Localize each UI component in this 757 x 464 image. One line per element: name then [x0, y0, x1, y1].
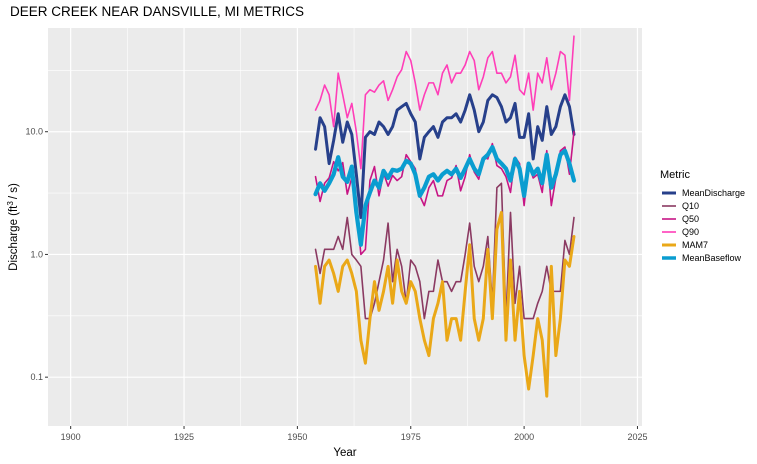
series-line-q90: [314, 35, 575, 170]
y-axis-label: Discharge (ft3 / s): [6, 183, 21, 271]
y-axis: 0.1 1.0 10.0: [25, 127, 48, 382]
series-line-mam7: [314, 210, 576, 398]
x-tick-label: 1925: [174, 432, 194, 442]
x-tick-label: 2000: [514, 432, 534, 442]
x-axis: 1900 1925 1950 1975 2000 2025: [61, 426, 647, 442]
series-line-meandischarge: [314, 93, 576, 219]
y-axis-label-tail: / s): [8, 183, 20, 199]
plot-panel: [48, 28, 642, 426]
y-tick-label: 10.0: [25, 127, 43, 137]
x-tick-label: 1900: [61, 432, 81, 442]
legend-label-q10: Q10: [682, 201, 699, 211]
legend-title: Metric: [660, 169, 690, 181]
legend-label-mam7: MAM7: [682, 240, 708, 250]
legend-label-q50: Q50: [682, 214, 699, 224]
y-tick-label: 1.0: [30, 249, 43, 259]
legend: Metric MeanDischarge Q10 Q50 Q90 MAM7 MeanBas…: [660, 169, 745, 263]
chart-title: DEER CREEK NEAR DANSVILLE, MI METRICS: [10, 4, 304, 19]
legend-label-meanbaseflow: MeanBaseflow: [682, 253, 742, 263]
x-tick-label: 1950: [287, 432, 307, 442]
series-line-q10: [314, 182, 575, 320]
grid-minor: [48, 28, 642, 426]
x-axis-label: Year: [333, 447, 356, 459]
y-axis-label-sup: 3: [6, 201, 15, 206]
legend-label-q90: Q90: [682, 227, 699, 237]
series-layer: [313, 35, 577, 398]
legend-label-meandischarge: MeanDischarge: [682, 188, 745, 198]
x-tick-label: 2025: [627, 432, 647, 442]
y-axis-label-main: Discharge (ft: [8, 205, 20, 271]
y-tick-label: 0.1: [30, 372, 43, 382]
series-line-meanbaseflow: [313, 144, 577, 247]
x-tick-label: 1975: [401, 432, 421, 442]
